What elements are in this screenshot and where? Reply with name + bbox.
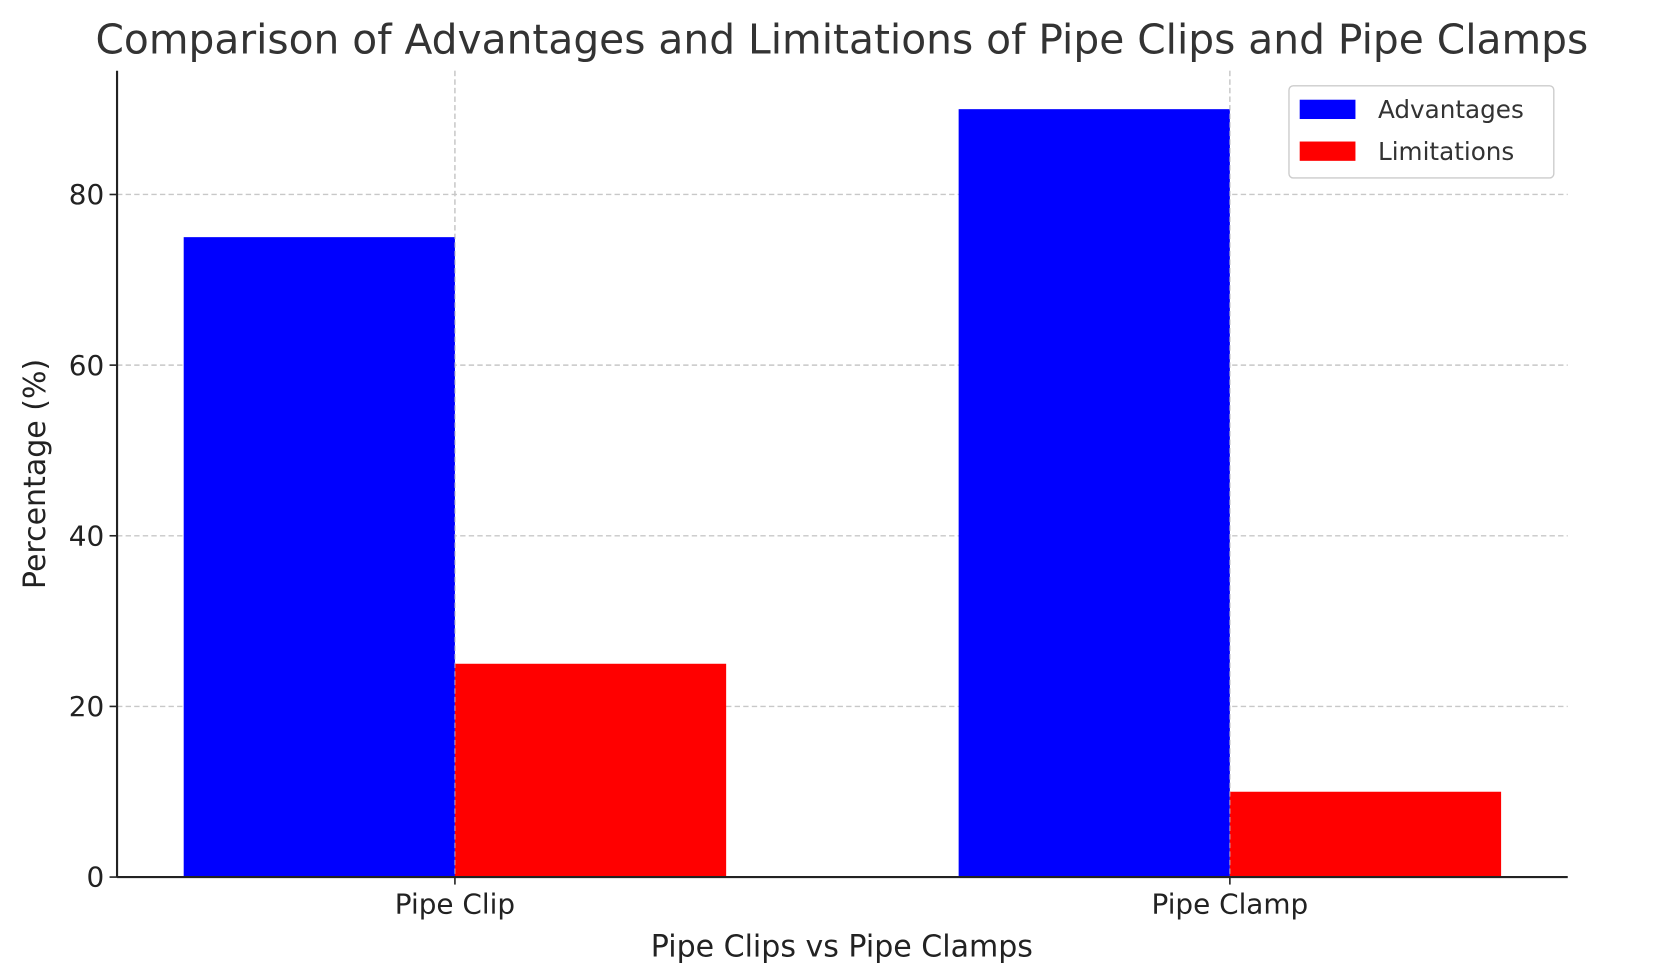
y-tick-label: 80 [69, 178, 104, 211]
legend-label-advantages: Advantages [1378, 95, 1524, 124]
legend-label-limitations: Limitations [1378, 137, 1514, 166]
legend-swatch-advantages [1299, 99, 1356, 120]
y-tick-label: 20 [69, 690, 104, 723]
y-tick-label: 40 [69, 519, 104, 552]
chart-title: Comparison of Advantages and Limitations… [95, 16, 1588, 64]
y-tick-label: 0 [86, 861, 104, 894]
y-axis-label: Percentage (%) [18, 359, 53, 589]
x-tick-label: Pipe Clip [395, 888, 515, 921]
bar-limitations-0 [454, 663, 727, 878]
legend-swatch-limitations [1299, 141, 1356, 161]
bar-advantages-1 [958, 109, 1230, 878]
x-axis-label: Pipe Clips vs Pipe Clamps [651, 929, 1033, 964]
bar-advantages-0 [183, 237, 455, 878]
bar-limitations-1 [1229, 791, 1502, 878]
x-tick-label: Pipe Clamp [1152, 888, 1309, 921]
y-tick-label: 60 [69, 349, 104, 382]
